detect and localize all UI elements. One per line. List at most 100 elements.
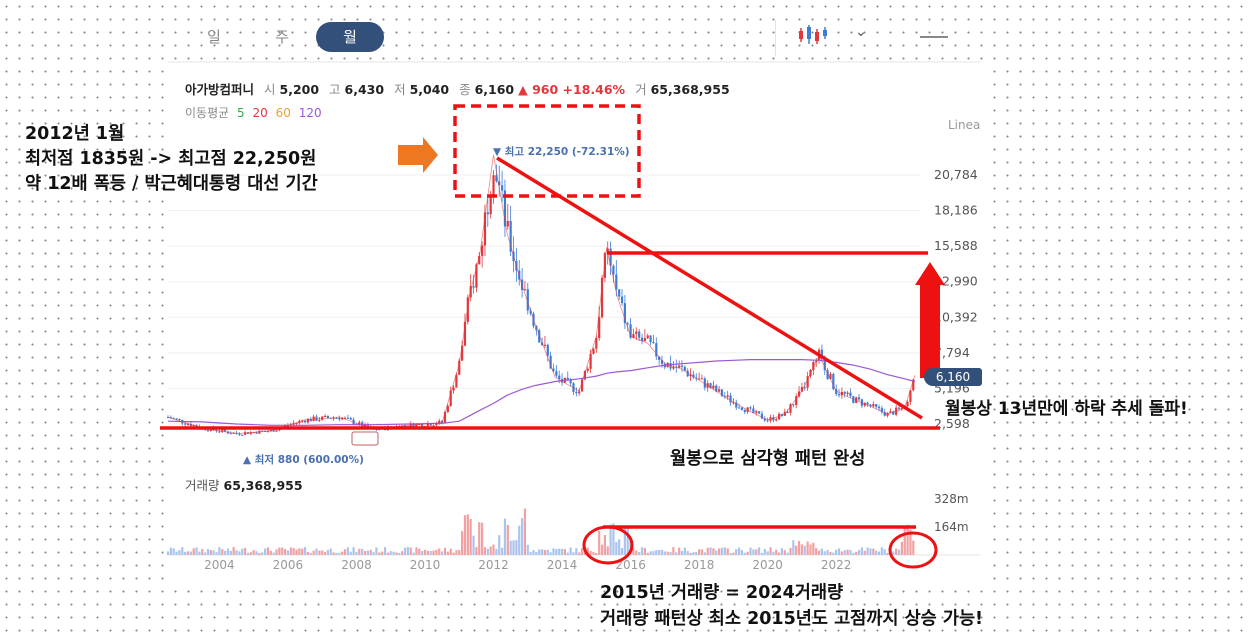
toolbar-divider xyxy=(775,20,776,56)
open-value: 5,200 xyxy=(279,82,320,97)
candle-body xyxy=(732,402,735,404)
volume-bar xyxy=(303,547,307,555)
volume-bar xyxy=(323,552,327,555)
candle-body xyxy=(435,424,438,426)
high-value: 6,430 xyxy=(344,82,385,97)
candle-body xyxy=(743,410,746,412)
candlestick-icon[interactable] xyxy=(797,24,829,50)
candle-body xyxy=(478,255,481,265)
annotation-shapes xyxy=(160,104,945,569)
candle-body xyxy=(466,297,469,322)
volume-bar xyxy=(620,547,624,555)
annotation-left: 2012년 1월 최저점 1835원 -> 최고점 22,250원 약 12배 … xyxy=(25,122,318,197)
candle-body xyxy=(229,433,232,435)
volume-bar xyxy=(463,515,467,555)
tab-day[interactable]: 일 xyxy=(207,28,221,46)
volume-bar xyxy=(201,549,204,555)
candle-body xyxy=(889,411,892,413)
candle-body xyxy=(789,404,792,413)
volume-bar xyxy=(255,551,258,555)
volume-bar xyxy=(749,547,752,555)
y-tick-label: 20,784 xyxy=(934,167,978,182)
candle-body xyxy=(338,417,341,420)
volume-bar xyxy=(746,551,749,555)
volume-panel-label: 거래량 65,368,955 xyxy=(185,475,303,494)
annotation-triangle: 월봉으로 삼각형 패턴 완성 xyxy=(670,449,866,469)
tab-week[interactable]: 주 xyxy=(275,28,289,46)
candle-body xyxy=(438,420,441,425)
tab-month[interactable]: 월 xyxy=(316,22,384,52)
volume-2024-circle xyxy=(888,531,938,569)
volume-bar xyxy=(318,550,321,555)
volume-bar xyxy=(366,550,369,555)
volume-bar xyxy=(609,524,612,555)
volume-bar xyxy=(349,551,352,555)
candle-body xyxy=(569,379,572,384)
volume-bar xyxy=(809,544,812,555)
chevron-down-icon[interactable]: ⌄ xyxy=(855,24,867,40)
y-tick-label: 2,598 xyxy=(934,416,970,431)
candle-body xyxy=(660,360,664,364)
volume-bar xyxy=(695,551,698,555)
candle-body xyxy=(346,417,349,419)
candle-body xyxy=(598,317,601,339)
volume-bar xyxy=(229,550,232,555)
volume-bar xyxy=(643,548,646,555)
candle-body xyxy=(366,424,369,428)
candle-body xyxy=(583,370,587,380)
volume-bar xyxy=(258,552,261,555)
volume-bar xyxy=(246,552,250,555)
volume-bar xyxy=(906,524,909,555)
candle-body xyxy=(763,418,766,421)
candle-body xyxy=(506,220,509,227)
candle-body xyxy=(178,418,181,420)
candle-body xyxy=(306,418,310,423)
volume-bar xyxy=(640,547,644,555)
candle-body xyxy=(829,373,832,380)
volume-bar xyxy=(743,552,746,555)
candle-body xyxy=(175,418,178,420)
volume-bar xyxy=(503,518,507,555)
candle-body xyxy=(543,344,547,346)
volume-bar xyxy=(712,548,715,555)
minimize-icon[interactable] xyxy=(920,36,948,38)
chart-panel xyxy=(165,60,985,580)
candle-body xyxy=(538,330,541,343)
candle-body xyxy=(421,423,424,427)
candle-body xyxy=(672,366,675,369)
volume-bar xyxy=(369,549,372,555)
candle-body xyxy=(455,374,458,388)
candle-body xyxy=(780,413,784,416)
candle-body xyxy=(760,413,764,419)
x-tick-label: 2016 xyxy=(615,558,646,572)
volume-bar xyxy=(869,548,872,555)
volume-bar xyxy=(358,548,361,555)
volume-bar xyxy=(538,549,541,555)
stock-name: 아가방컴퍼니 xyxy=(185,82,255,97)
candle-body xyxy=(249,432,252,434)
annotation-left-3: 약 12배 폭등 / 박근혜대통령 대선 기간 xyxy=(25,174,318,194)
candle-body xyxy=(218,431,221,433)
volume-bar xyxy=(655,550,658,555)
candle-body xyxy=(495,175,498,182)
volume-bar xyxy=(412,552,415,555)
volume-bar xyxy=(215,552,218,555)
volume-bar xyxy=(666,551,669,555)
volume-bar xyxy=(740,549,744,555)
volume-bar xyxy=(832,552,835,555)
volume-bar xyxy=(175,551,178,555)
volume-bar xyxy=(872,548,875,555)
volume-bar xyxy=(386,552,389,555)
candle-body xyxy=(738,407,741,409)
candle-body xyxy=(755,411,758,413)
volume-bar xyxy=(466,514,469,555)
volume-bar xyxy=(186,551,190,555)
candle-body xyxy=(620,296,624,304)
volume-tick-label: 328m xyxy=(934,492,969,506)
volume-bar xyxy=(500,547,504,555)
candle-body xyxy=(595,338,598,349)
candle-body xyxy=(846,392,849,394)
candle-body xyxy=(412,423,415,428)
volume-bar xyxy=(652,551,655,555)
candle-body xyxy=(555,371,558,376)
